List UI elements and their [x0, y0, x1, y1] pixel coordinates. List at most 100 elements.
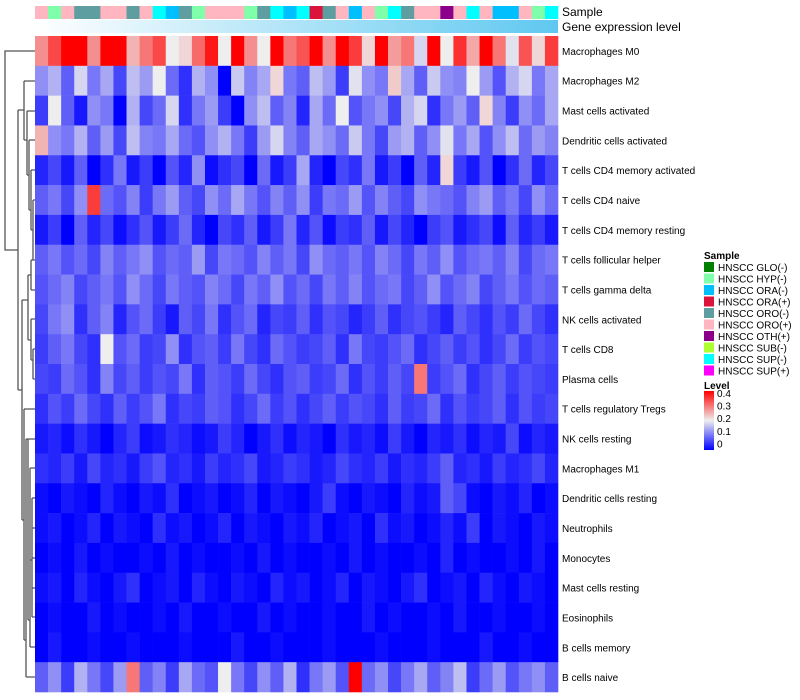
- heatmap-cell: [257, 423, 271, 454]
- heatmap-cell: [505, 453, 520, 484]
- heatmap-cell: [479, 274, 493, 305]
- heatmap-cell: [401, 513, 415, 544]
- heatmap-cell: [257, 393, 271, 424]
- heatmap-cell: [270, 155, 284, 186]
- heatmap-cell: [453, 483, 467, 514]
- heatmap-cell: [218, 214, 232, 246]
- heatmap-cell: [87, 423, 101, 454]
- heatmap-cell: [35, 423, 49, 454]
- heatmap-cell: [466, 155, 480, 186]
- heatmap-cell: [440, 65, 454, 96]
- sample-annotation-cell: [87, 6, 101, 19]
- heatmap-cell: [466, 513, 480, 544]
- heatmap-cell: [296, 513, 310, 544]
- heatmap-cell: [61, 304, 75, 335]
- heatmap-cell: [152, 36, 167, 67]
- heatmap-cell: [322, 65, 337, 96]
- heatmap-cell: [178, 334, 193, 365]
- heatmap-cell: [165, 483, 180, 514]
- heatmap-cell: [191, 65, 206, 96]
- heatmap-cell: [361, 185, 376, 216]
- heatmap-cell: [427, 513, 441, 544]
- heatmap-cell: [492, 423, 506, 454]
- heatmap-cell: [270, 662, 284, 693]
- heatmap-cell: [361, 483, 376, 514]
- heatmap-cell: [440, 423, 454, 454]
- heatmap-cell: [401, 602, 415, 633]
- heatmap-cell: [231, 364, 245, 395]
- heatmap-cell: [401, 155, 415, 186]
- heatmap-cell: [492, 214, 506, 246]
- sample-annotation-cell: [374, 6, 389, 19]
- heatmap-cell: [466, 632, 480, 663]
- heatmap-cell: [139, 214, 153, 246]
- heatmap-cell: [531, 423, 546, 454]
- heatmap-cell: [544, 632, 559, 663]
- heatmap-cell: [244, 602, 258, 633]
- heatmap-cell: [244, 125, 258, 156]
- heatmap-cell: [48, 244, 62, 275]
- heatmap-cell: [335, 125, 350, 156]
- heatmap-cell: [466, 65, 480, 96]
- heatmap-cell: [113, 602, 127, 633]
- heatmap-cell: [388, 453, 402, 484]
- heatmap-cell: [244, 572, 258, 603]
- heatmap-cell: [35, 65, 49, 96]
- heatmap-cell: [505, 95, 520, 126]
- sample-annotation-cell: [191, 6, 206, 19]
- heatmap-cell: [361, 95, 376, 126]
- heatmap-cell: [479, 513, 493, 544]
- heatmap-cell: [74, 95, 88, 126]
- heatmap-cell: [505, 364, 520, 395]
- sample-annotation-cell: [113, 6, 127, 19]
- heatmap-cell: [309, 36, 323, 67]
- heatmap-cell: [518, 453, 533, 484]
- heatmap-cell: [48, 572, 62, 603]
- heatmap-cell: [479, 602, 493, 633]
- heatmap-cell: [322, 423, 337, 454]
- heatmap-cell: [518, 65, 533, 96]
- heatmap-cell: [531, 453, 546, 484]
- heatmap-cell: [231, 304, 245, 335]
- heatmap-cell: [244, 304, 258, 335]
- heatmap-cell: [74, 632, 88, 663]
- heatmap-cell: [388, 423, 402, 454]
- heatmap-cell: [270, 304, 284, 335]
- sample-annotation-cell: [178, 6, 193, 19]
- heatmap-cell: [165, 423, 180, 454]
- heatmap-cell: [126, 483, 140, 514]
- heatmap-cell: [87, 36, 101, 67]
- heatmap-cell: [453, 155, 467, 186]
- heatmap-cell: [348, 304, 363, 335]
- heatmap-cell: [374, 65, 389, 96]
- heatmap-cell: [544, 662, 559, 693]
- heatmap-cell: [257, 542, 271, 574]
- heatmap-cell: [505, 423, 520, 454]
- heatmap-cell: [152, 632, 167, 663]
- heatmap-cell: [414, 453, 428, 484]
- heatmap-cell: [427, 36, 441, 67]
- heatmap-cell: [479, 125, 493, 156]
- heatmap-cell: [296, 393, 310, 424]
- heatmap-cell: [244, 65, 258, 96]
- heatmap-cell: [401, 632, 415, 663]
- heatmap-cell: [544, 244, 559, 275]
- heatmap-cell: [479, 185, 493, 216]
- heatmap-cell: [231, 65, 245, 96]
- annotation-label-sample: Sample: [562, 5, 603, 19]
- heatmap-cell: [283, 214, 297, 246]
- heatmap-cell: [322, 244, 337, 275]
- heatmap-cell: [531, 185, 546, 216]
- heatmap-cell: [544, 274, 559, 305]
- heatmap-cell: [374, 155, 389, 186]
- legend-swatch: [704, 365, 714, 376]
- heatmap-cell: [453, 65, 467, 96]
- heatmap-cell: [492, 244, 506, 275]
- heatmap-cell: [440, 542, 454, 574]
- heatmap-cell: [257, 364, 271, 395]
- heatmap-cell: [531, 155, 546, 186]
- heatmap-cell: [544, 95, 559, 126]
- heatmap-cell: [440, 364, 454, 395]
- heatmap-cell: [283, 185, 297, 216]
- heatmap-cell: [100, 662, 114, 693]
